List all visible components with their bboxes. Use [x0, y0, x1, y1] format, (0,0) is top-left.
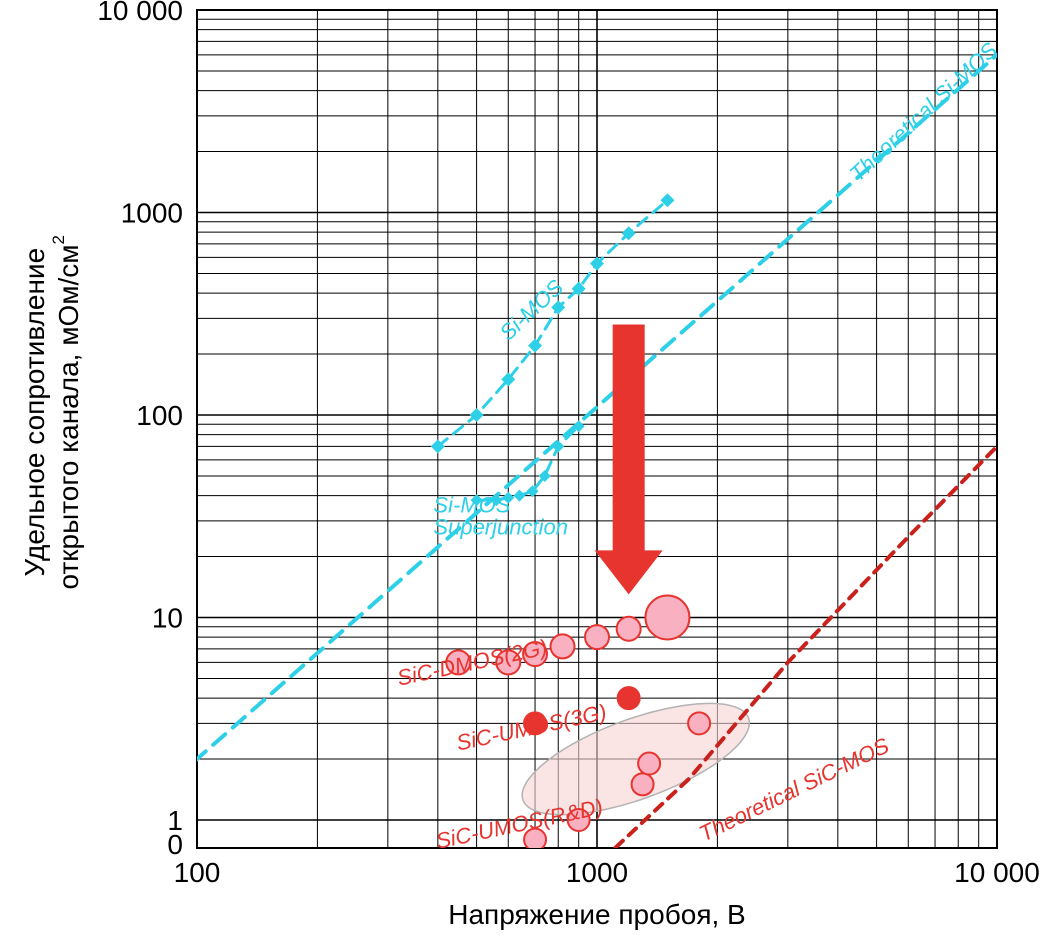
sic-umos-marker	[618, 687, 640, 709]
y-tick-label: 10	[152, 603, 183, 634]
specific-on-resistance-chart: Theoretical Si-MOSSi-MOSSi-MOSSuperjunct…	[0, 0, 1048, 944]
y-tick-label: 10 000	[97, 0, 183, 26]
x-axis-label: Напряжение пробоя, В	[448, 899, 745, 930]
x-tick-label: 1000	[566, 857, 628, 888]
svg-text:Удельное сопротивление: Удельное сопротивление	[19, 248, 50, 577]
y-tick-label: 1000	[121, 198, 183, 229]
sic-dmos-marker	[551, 634, 575, 658]
y-tick-label: 100	[136, 400, 183, 431]
sic-dmos-marker	[585, 625, 609, 649]
x-tick-label: 10 000	[954, 857, 1040, 888]
svg-text:открытого канала, мОм/см2: открытого канала, мОм/см2	[49, 235, 84, 589]
y-zero-label: 0	[167, 829, 183, 860]
sic-dmos-marker	[617, 617, 641, 641]
sic-dmos-big-marker	[645, 596, 689, 640]
sic-umos-rd-marker	[638, 753, 660, 775]
x-tick-label: 100	[174, 857, 221, 888]
sic-umos-rd-marker	[688, 712, 710, 734]
sic-umos-rd-marker	[632, 773, 654, 795]
series-label: Superjunction	[433, 515, 568, 540]
